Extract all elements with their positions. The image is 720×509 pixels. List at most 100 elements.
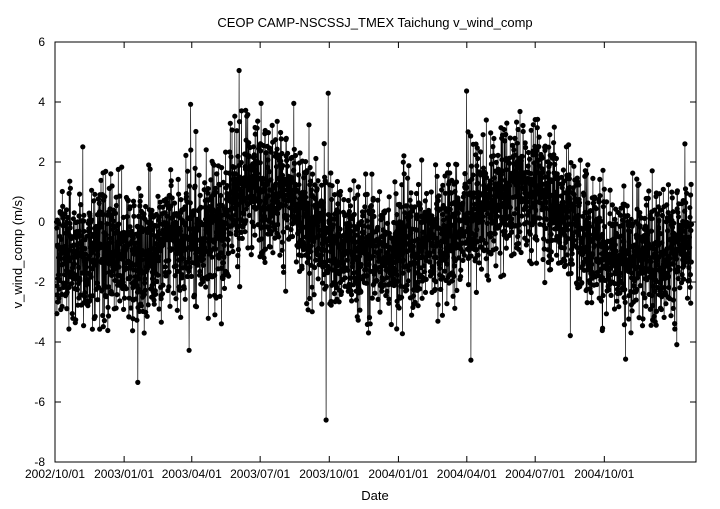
- data-point: [249, 173, 255, 179]
- data-point: [56, 286, 62, 292]
- data-point: [480, 218, 486, 224]
- data-point: [325, 212, 331, 218]
- data-point: [171, 200, 178, 206]
- data-point: [661, 314, 667, 320]
- data-point: [307, 295, 313, 302]
- data-point: [109, 183, 115, 189]
- data-point: [527, 156, 533, 162]
- data-point: [260, 186, 266, 192]
- data-point: [195, 262, 201, 268]
- data-point: [183, 152, 189, 158]
- data-point: [658, 231, 664, 237]
- data-point: [480, 237, 486, 243]
- data-point: [323, 225, 330, 231]
- data-point: [603, 311, 610, 317]
- data-point: [395, 278, 401, 284]
- data-point: [126, 314, 132, 320]
- data-point: [611, 306, 618, 312]
- data-point: [471, 201, 477, 207]
- data-point: [132, 262, 138, 268]
- x-axis: 2002/10/01 2003/01/01 2003/04/01 2003/07/01…: [25, 42, 635, 481]
- data-point: [236, 67, 242, 74]
- data-point: [449, 177, 455, 183]
- data-point: [536, 144, 542, 150]
- data-point: [235, 153, 241, 159]
- data-point: [534, 183, 540, 189]
- data-point: [552, 161, 558, 167]
- data-point: [519, 153, 526, 159]
- data-point: [434, 173, 440, 179]
- data-point: [103, 294, 109, 300]
- data-point: [437, 206, 443, 212]
- data-point: [604, 199, 610, 205]
- data-point: [100, 324, 106, 330]
- data-point: [103, 232, 109, 238]
- data-point: [54, 311, 60, 317]
- data-point: [346, 208, 352, 215]
- data-point: [504, 120, 510, 126]
- data-point: [251, 154, 258, 160]
- data-point: [312, 182, 318, 188]
- data-point: [539, 155, 545, 161]
- data-point: [254, 170, 261, 177]
- data-point: [270, 250, 276, 256]
- data-point: [678, 243, 684, 249]
- data-point: [394, 326, 400, 332]
- data-point: [548, 231, 554, 237]
- data-point: [353, 297, 360, 303]
- data-point: [672, 321, 678, 327]
- data-point: [257, 160, 263, 166]
- data-point: [450, 293, 456, 299]
- data-point: [661, 284, 667, 291]
- data-point: [473, 215, 479, 221]
- data-point: [394, 272, 400, 278]
- data-point: [351, 211, 357, 217]
- data-point: [173, 263, 179, 269]
- data-point: [623, 356, 629, 362]
- data-point: [210, 208, 216, 214]
- data-point: [534, 237, 540, 243]
- data-point: [151, 301, 157, 307]
- data-point: [552, 217, 558, 223]
- data-point: [117, 298, 123, 304]
- data-point: [344, 236, 350, 242]
- data-point: [61, 284, 67, 290]
- data-point: [148, 232, 154, 238]
- data-point: [266, 169, 273, 175]
- data-point: [593, 206, 599, 212]
- data-point: [402, 240, 408, 246]
- data-point: [488, 230, 494, 236]
- data-point: [471, 206, 477, 212]
- data-point: [292, 152, 299, 159]
- data-point: [64, 306, 70, 312]
- data-point: [361, 250, 367, 256]
- data-point: [520, 122, 526, 129]
- data-point: [117, 193, 123, 199]
- data-point: [200, 256, 206, 262]
- data-point: [440, 211, 446, 218]
- data-point: [669, 195, 675, 201]
- data-point: [254, 182, 260, 188]
- data-point: [192, 183, 198, 189]
- data-point: [353, 232, 359, 238]
- data-point: [76, 264, 82, 271]
- data-point: [539, 170, 546, 176]
- data-point: [444, 253, 450, 259]
- data-point: [282, 202, 289, 208]
- data-point: [439, 312, 445, 318]
- data-point: [619, 222, 626, 228]
- data-point: [345, 267, 351, 273]
- plot-frame: [54, 41, 697, 463]
- data-point: [336, 299, 342, 305]
- data-point: [588, 289, 594, 296]
- data-point: [220, 179, 226, 185]
- data-point: [251, 144, 257, 150]
- data-point: [464, 184, 470, 191]
- data-point: [486, 277, 492, 283]
- data-point: [379, 214, 386, 220]
- data-point: [384, 275, 390, 281]
- data-point: [640, 291, 646, 297]
- data-point: [104, 221, 110, 227]
- data-point: [627, 228, 634, 235]
- data-point: [226, 250, 232, 256]
